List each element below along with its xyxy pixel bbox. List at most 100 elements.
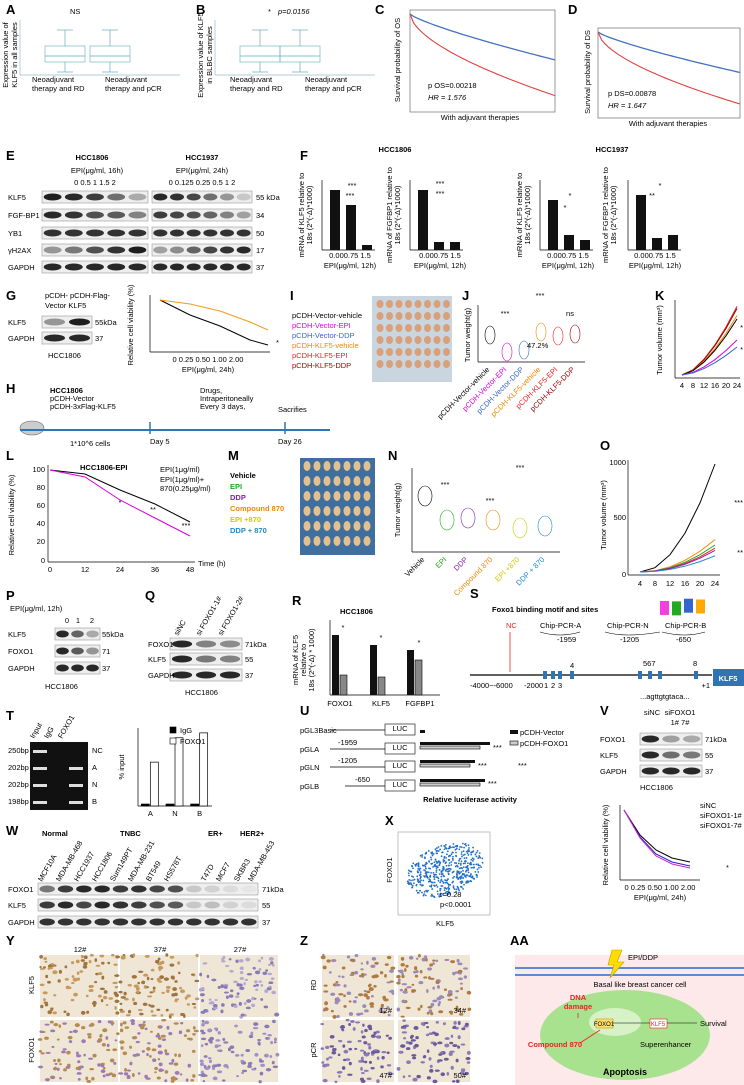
cell <box>154 1066 159 1071</box>
scatter-dot <box>430 871 433 874</box>
blot-band <box>43 211 62 219</box>
scatter-dot <box>440 870 443 872</box>
blot-band <box>39 885 55 893</box>
scatter-dot <box>478 854 481 857</box>
cell <box>402 1019 406 1022</box>
label: Chip-PCR-B <box>665 621 706 630</box>
cell <box>85 994 89 998</box>
cell <box>251 996 255 1001</box>
cell <box>94 958 98 963</box>
blot-band <box>64 246 83 254</box>
bar-shape <box>420 779 485 782</box>
cell <box>379 971 384 975</box>
blot-band <box>220 193 234 201</box>
blot-band <box>641 751 660 759</box>
blot-band <box>128 193 147 201</box>
label: GAPDH <box>8 263 35 272</box>
scatter-dot <box>465 882 467 884</box>
cell <box>238 983 243 987</box>
cell <box>409 1035 413 1039</box>
cell <box>403 968 407 972</box>
cell <box>413 1026 419 1031</box>
scatter-dot <box>468 847 470 849</box>
blot-band <box>203 246 218 254</box>
scatter-dot <box>447 893 450 895</box>
cell <box>414 1043 419 1048</box>
scatter-dot <box>419 877 422 880</box>
scatter-dot <box>419 889 422 892</box>
label: 18s (2^(-Δ)*1000) <box>609 185 618 244</box>
site <box>694 671 698 679</box>
scatter-dot <box>424 865 427 868</box>
scatter-dot <box>447 872 450 875</box>
scatter-dot <box>438 864 441 867</box>
cell <box>147 995 153 998</box>
cell <box>332 1014 337 1019</box>
cell <box>89 984 94 988</box>
cell <box>367 1024 372 1029</box>
blot-band <box>171 640 193 648</box>
cell <box>401 983 408 986</box>
scatter-dot <box>455 851 457 854</box>
cell <box>254 970 261 975</box>
photo <box>398 1020 470 1082</box>
blot-band <box>153 193 168 201</box>
label: siFOXO1 <box>665 708 696 717</box>
scatter-dot <box>467 854 470 856</box>
cell <box>199 972 203 977</box>
blot-strip <box>37 882 259 896</box>
label: EPI <box>230 482 242 491</box>
label: 55 <box>245 655 253 664</box>
label: BT549 <box>144 859 163 883</box>
bar-shape <box>434 242 444 250</box>
scatter-dot <box>465 857 468 859</box>
cell <box>434 1069 440 1072</box>
label: B <box>197 809 202 818</box>
cell <box>237 1030 243 1034</box>
cell <box>138 970 144 973</box>
scatter-dot <box>435 884 438 887</box>
tumor <box>363 491 371 501</box>
cell <box>360 1066 363 1071</box>
bar <box>165 803 175 807</box>
label: MCF7 <box>214 861 232 883</box>
label: 37 <box>705 767 713 776</box>
scatter-dot <box>446 853 448 856</box>
cell <box>396 981 401 985</box>
cell <box>44 960 48 963</box>
label: * <box>119 498 122 507</box>
cell <box>56 1067 60 1071</box>
scatter-dot <box>456 864 458 867</box>
scatter-dot <box>461 855 463 858</box>
label: Vehicle <box>403 555 426 578</box>
label: N <box>92 780 97 789</box>
label: 0 0.25 0.50 1.00 2.00 <box>173 355 244 364</box>
scatter-dot <box>459 875 462 878</box>
cell <box>150 977 154 981</box>
scatter-dot <box>444 881 447 884</box>
motif-letter <box>684 598 693 613</box>
cell <box>466 990 472 995</box>
label: EPI(μg/ml, 12h) <box>629 261 682 270</box>
cell <box>91 1002 97 1005</box>
cell <box>386 981 392 984</box>
cell <box>350 971 355 975</box>
cell <box>157 1036 162 1040</box>
cell <box>426 1011 430 1015</box>
scatter-dot <box>450 846 452 849</box>
label: therapy and RD <box>32 84 85 93</box>
scatter-dot <box>443 889 446 892</box>
scatter-dot <box>446 890 448 893</box>
cell <box>200 1070 204 1075</box>
cell <box>408 1074 411 1078</box>
blot-band <box>149 885 165 893</box>
blot-band <box>153 263 168 271</box>
cell <box>161 991 165 994</box>
cell <box>322 965 327 970</box>
blot-band <box>76 885 92 893</box>
cell <box>64 978 69 981</box>
cell <box>50 1007 53 1012</box>
scatter-dot <box>407 872 410 875</box>
box <box>279 45 321 63</box>
